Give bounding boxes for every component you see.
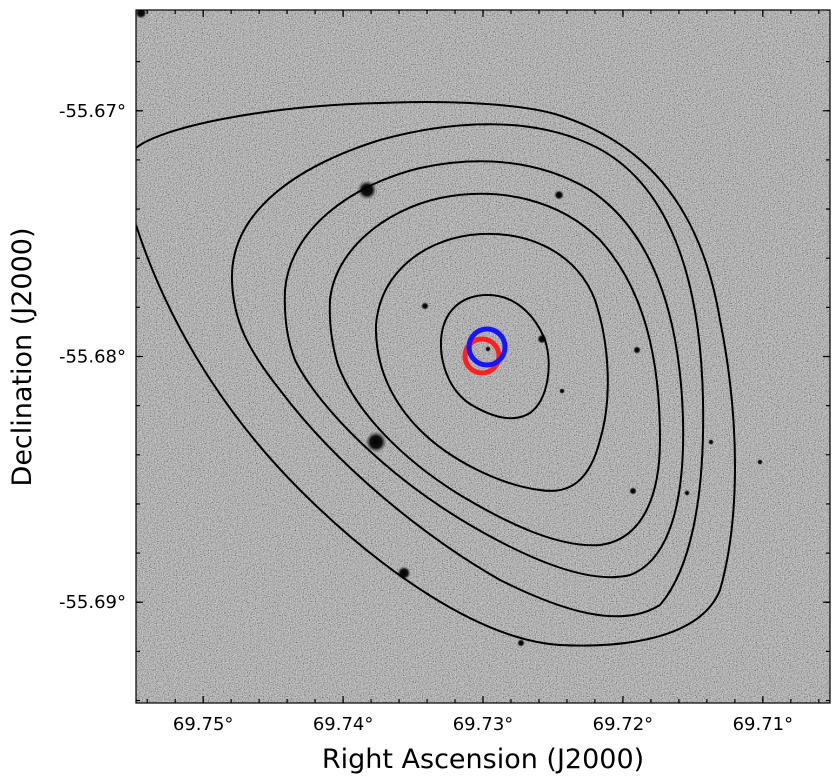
y-tick-label: -55.68° — [59, 347, 126, 368]
x-tick-label: 69.71° — [733, 714, 794, 735]
contour-level-4 — [328, 192, 662, 547]
star — [554, 190, 564, 200]
contour-level-6 — [439, 293, 550, 420]
axis-tick-labels: 69.75° 69.74° 69.73° 69.72° 69.71° -55.69° -55… — [59, 101, 793, 735]
contour-level-3 — [283, 160, 685, 579]
star — [365, 431, 387, 453]
star — [684, 490, 690, 496]
axis-ticks — [136, 10, 830, 703]
contour-level-5 — [374, 232, 609, 492]
sky-image — [136, 10, 830, 703]
red-marker — [462, 336, 502, 376]
star — [708, 439, 714, 445]
x-tick-label: 69.73° — [453, 714, 514, 735]
y-tick-label: -55.69° — [59, 592, 126, 613]
x-axis-title: Right Ascension (J2000) — [322, 744, 644, 775]
star — [421, 302, 429, 310]
x-tick-label: 69.72° — [593, 714, 654, 735]
y-axis-title: Declination (J2000) — [7, 228, 38, 487]
star — [629, 487, 637, 495]
star — [559, 388, 565, 394]
star — [485, 346, 491, 352]
star — [757, 459, 763, 465]
contours — [136, 101, 736, 647]
x-tick-label: 69.74° — [313, 714, 374, 735]
x-tick-label: 69.75° — [173, 714, 234, 735]
blue-marker — [466, 326, 508, 368]
contour-level-1 — [136, 101, 736, 647]
star — [517, 639, 525, 647]
star — [633, 346, 641, 354]
star — [136, 10, 147, 19]
y-tick-label: -55.67° — [59, 101, 126, 122]
contour-level-2 — [230, 123, 705, 618]
